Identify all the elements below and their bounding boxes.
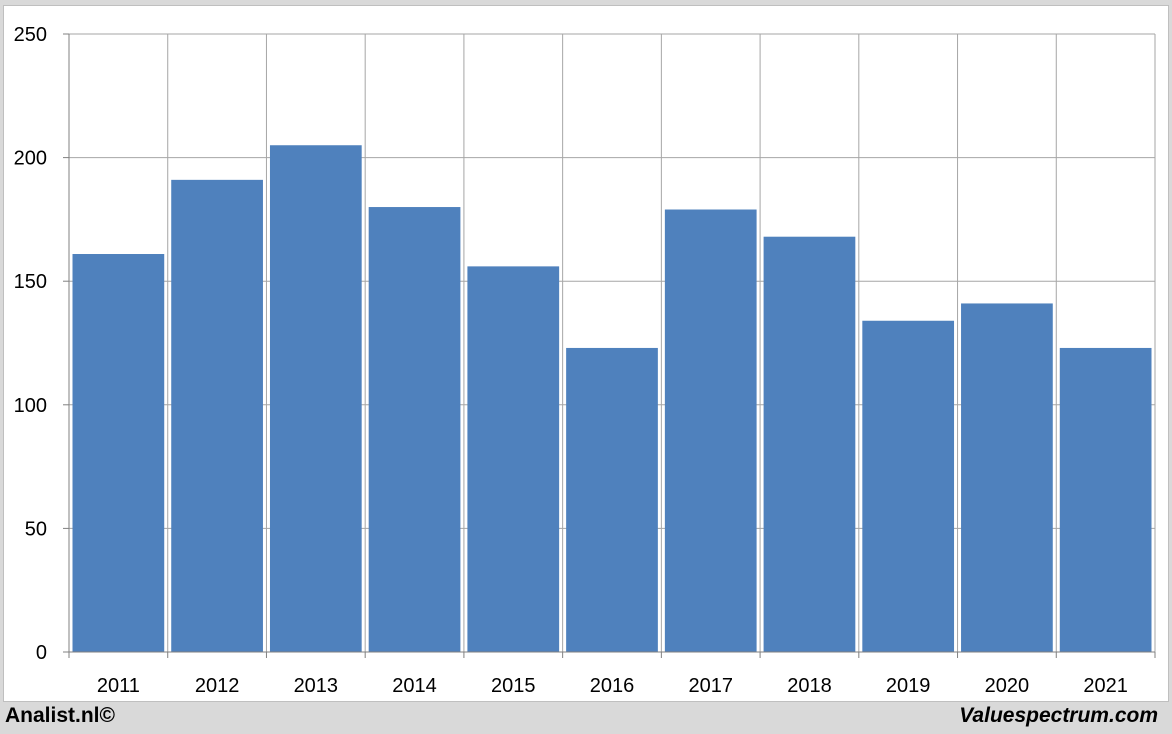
bar-2011 <box>72 254 165 652</box>
bar-2015 <box>467 266 560 652</box>
x-tick-label-2016: 2016 <box>590 675 635 697</box>
x-tick-labels: 2011 2012 2013 2014 2015 2016 2017 2018 2019 2020… <box>97 675 1128 697</box>
bar-2018 <box>763 236 856 653</box>
source-credit-left: Analist.nl© <box>5 704 115 727</box>
source-credit-right: Valuespectrum.com <box>959 704 1158 727</box>
x-tick-label-2014: 2014 <box>392 675 437 697</box>
bar-2017 <box>664 209 757 652</box>
x-tick-label-2019: 2019 <box>886 675 931 697</box>
bar-2014 <box>368 207 461 653</box>
bar-2013 <box>269 145 362 653</box>
bar-2020 <box>961 303 1053 652</box>
x-tick-label-2021: 2021 <box>1083 675 1128 697</box>
x-tick-label-2012: 2012 <box>195 675 240 697</box>
x-tick-label-2011: 2011 <box>97 675 140 697</box>
y-tick-label-100: 100 <box>14 395 47 417</box>
y-tick-label-250: 250 <box>14 24 47 46</box>
x-tick-label-2013: 2013 <box>294 675 339 697</box>
y-tick-label-200: 200 <box>14 148 47 170</box>
y-tick-label-150: 150 <box>14 271 47 293</box>
x-tick-label-2020: 2020 <box>985 675 1030 697</box>
y-tick-label-50: 50 <box>25 518 47 540</box>
bar-2012 <box>171 179 263 652</box>
x-tick-label-2015: 2015 <box>491 675 536 697</box>
bars <box>72 145 1152 653</box>
bar-2021 <box>1059 347 1152 652</box>
bar-2019 <box>862 320 955 652</box>
bar-2016 <box>566 347 658 652</box>
x-tick-label-2017: 2017 <box>688 675 733 697</box>
y-tick-labels: 0 50 100 150 200 250 <box>14 24 47 664</box>
x-tick-label-2018: 2018 <box>787 675 832 697</box>
y-tick-label-0: 0 <box>36 642 47 664</box>
axes <box>63 33 1156 658</box>
